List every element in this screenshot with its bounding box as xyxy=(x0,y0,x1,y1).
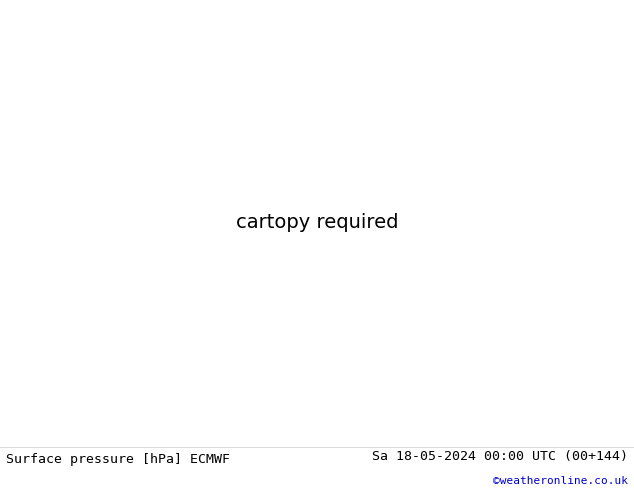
Text: cartopy required: cartopy required xyxy=(236,214,398,232)
Text: Sa 18-05-2024 00:00 UTC (00+144): Sa 18-05-2024 00:00 UTC (00+144) xyxy=(372,450,628,464)
Text: Surface pressure [hPa] ECMWF: Surface pressure [hPa] ECMWF xyxy=(6,453,230,466)
Text: ©weatheronline.co.uk: ©weatheronline.co.uk xyxy=(493,476,628,486)
